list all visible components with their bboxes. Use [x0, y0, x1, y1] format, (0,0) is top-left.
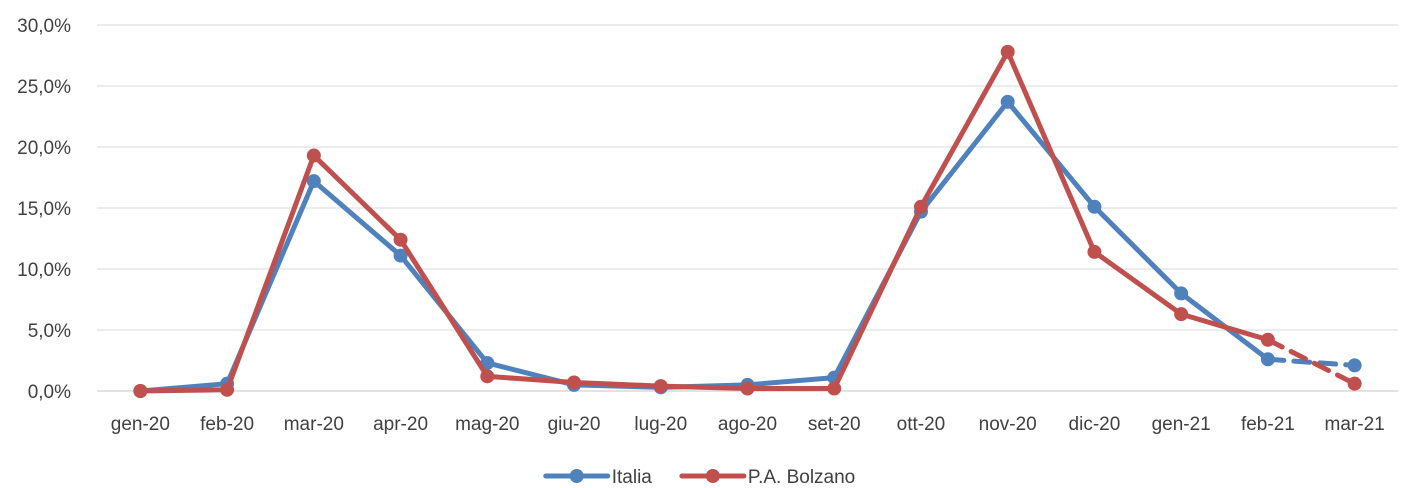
x-tick-label: dic-20 [1069, 414, 1121, 435]
axes: 0,0% 5,0% 10,0% 15,0% 20,0% 25,0% 30,0% gen-20 f… [17, 16, 1398, 435]
x-tick-label: set-20 [808, 414, 861, 435]
x-tick-label: feb-20 [200, 414, 254, 435]
data-point [1087, 199, 1102, 214]
y-tick-label: 10,0% [17, 260, 71, 281]
y-tick-label: 15,0% [17, 199, 71, 220]
data-point [1347, 358, 1362, 373]
data-point [567, 375, 582, 390]
x-tick-label: gen-21 [1152, 414, 1211, 435]
x-tick-label: mar-21 [1325, 414, 1385, 435]
data-point [306, 174, 321, 189]
data-point [480, 369, 495, 384]
data-point [740, 381, 755, 396]
series-italia [133, 94, 1362, 398]
legend-dot-marker [569, 469, 584, 483]
x-tick-label: ago-20 [718, 414, 777, 435]
data-point [1174, 286, 1189, 301]
series-dashed-segment [1265, 356, 1358, 368]
series-lines [133, 44, 1362, 398]
data-point [1347, 376, 1362, 391]
gridlines [97, 24, 1398, 331]
x-tick-label: giu-20 [548, 414, 601, 435]
data-point [1087, 244, 1102, 259]
x-tick-label: ott-20 [897, 414, 946, 435]
legend-label: P.A. Bolzano [748, 467, 855, 488]
data-point [1260, 352, 1275, 367]
data-point [827, 381, 842, 396]
data-point [220, 382, 235, 397]
data-point [1000, 94, 1015, 109]
data-point [653, 379, 668, 394]
data-point [913, 199, 928, 214]
y-tick-label: 20,0% [17, 138, 71, 159]
x-tick-label: feb-21 [1241, 414, 1295, 435]
legend-label: Italia [612, 467, 653, 488]
x-tick-label: nov-20 [979, 414, 1037, 435]
legend-item: Italia [543, 467, 653, 488]
data-point [1260, 332, 1275, 347]
x-tick-label: apr-20 [373, 414, 428, 435]
y-tick-label: 30,0% [17, 16, 71, 37]
data-point [393, 248, 408, 263]
series-line [137, 49, 1271, 394]
data-point [1174, 307, 1189, 322]
series-p-a-bolzano [133, 44, 1362, 398]
x-tick-label: lug-20 [634, 414, 687, 435]
data-point [393, 232, 408, 247]
y-tick-label: 25,0% [17, 77, 71, 98]
y-tick-label: 0,0% [28, 382, 71, 403]
data-point [306, 148, 321, 163]
x-tick-label: mar-20 [284, 414, 344, 435]
data-point [1000, 44, 1015, 59]
data-point [133, 384, 148, 398]
legend-item: P.A. Bolzano [679, 467, 855, 488]
x-tick-label: mag-20 [455, 414, 519, 435]
x-tick-label: gen-20 [111, 414, 170, 435]
legend-dot-marker [705, 469, 720, 483]
y-tick-label: 5,0% [28, 321, 71, 342]
legend: Italia P.A. Bolzano [543, 467, 855, 488]
series-dashed-segment [1265, 337, 1358, 387]
